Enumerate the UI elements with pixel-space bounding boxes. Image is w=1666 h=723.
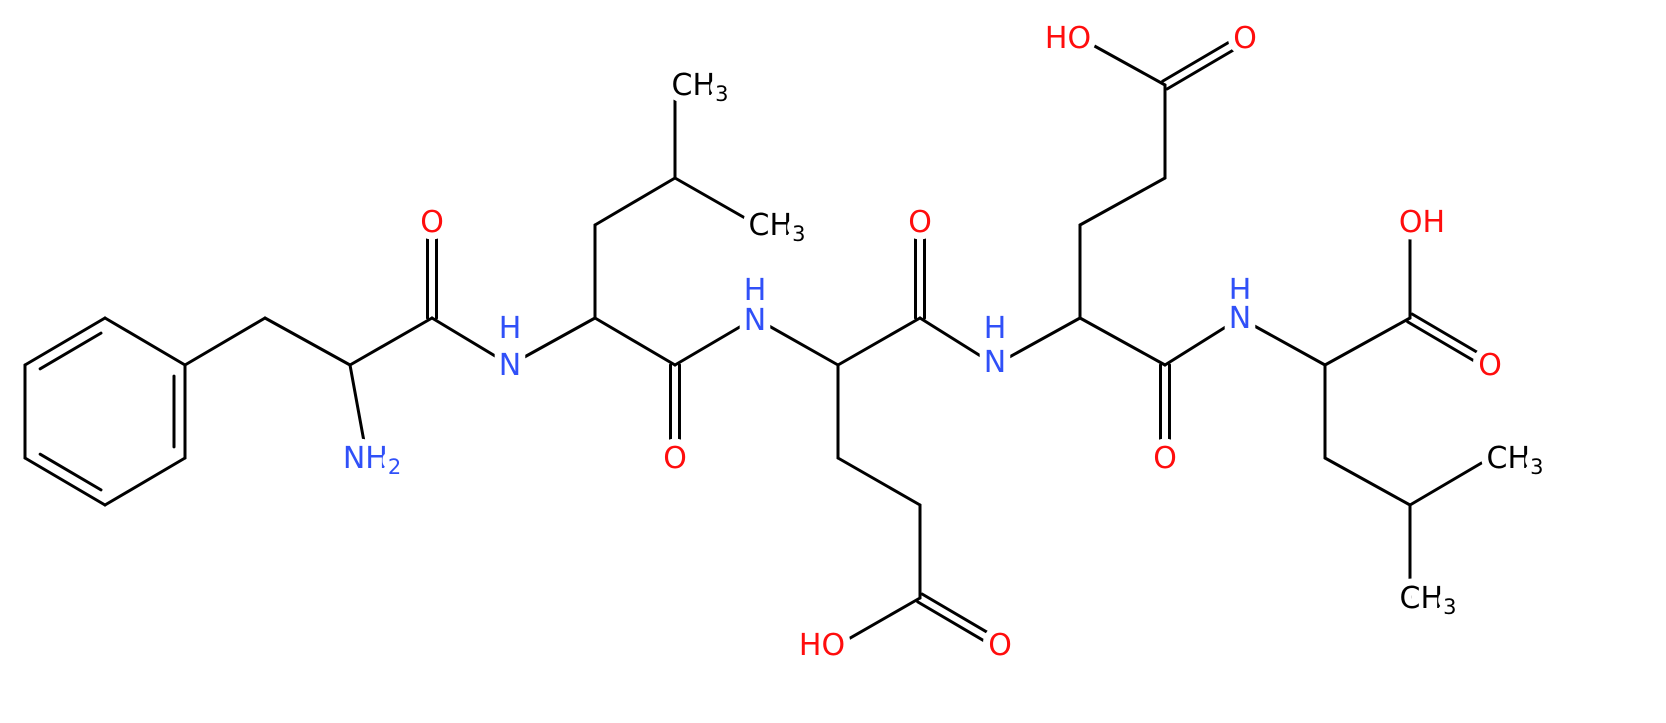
bond	[1078, 36, 1167, 87]
bond	[183, 316, 267, 367]
atom-symbol: OH	[1399, 205, 1445, 240]
atom-label: CH3	[1400, 581, 1457, 620]
atom-symbol: O	[663, 441, 687, 476]
atom-label: O	[1153, 441, 1177, 476]
bond	[263, 316, 352, 367]
atom-label: OH	[1399, 205, 1445, 240]
atom-label: CH3	[749, 208, 806, 247]
bond	[753, 316, 840, 367]
bond	[38, 452, 103, 492]
atom-label: O	[908, 205, 932, 240]
bond	[103, 456, 187, 507]
atom-symbol: O	[1478, 348, 1502, 383]
bond	[23, 456, 107, 507]
bond	[1323, 316, 1412, 367]
atom-label: CH3	[1487, 441, 1544, 480]
atom-symbol: H	[984, 311, 1007, 346]
atom-symbol: CH	[672, 68, 716, 103]
atom-symbol: HO	[1045, 21, 1091, 56]
atom-label: N	[984, 345, 1006, 380]
bonds	[23, 32, 1494, 651]
bond	[593, 316, 677, 367]
bond	[836, 456, 922, 507]
atom-label: H	[984, 311, 1007, 346]
atom-subscript: 3	[792, 222, 805, 246]
atom-symbol: CH	[749, 208, 793, 243]
atom-label: N	[1229, 301, 1251, 336]
atom-label: N	[744, 303, 766, 338]
bond	[836, 596, 922, 647]
atom-symbol: O	[420, 205, 444, 240]
bond	[920, 592, 1004, 643]
bond	[1163, 316, 1242, 367]
bond	[430, 316, 512, 367]
bond	[1323, 456, 1412, 507]
bond	[23, 316, 107, 367]
bond	[836, 316, 922, 367]
atom-label: HO	[799, 628, 845, 663]
bond	[1408, 456, 1492, 507]
atom-label: O	[663, 441, 687, 476]
atom-symbol: H	[499, 311, 522, 346]
atom-symbol: O	[1153, 441, 1177, 476]
atom-label: O	[1233, 21, 1257, 56]
atom-symbol: N	[499, 348, 521, 383]
atom-subscript: 3	[1530, 455, 1543, 479]
bond	[1410, 312, 1494, 363]
bond	[673, 316, 757, 367]
bond	[1161, 32, 1245, 83]
atom-label: N	[499, 348, 521, 383]
atom-symbol: O	[988, 628, 1012, 663]
atom-label: H	[499, 311, 522, 346]
atom-symbol: NH	[343, 441, 388, 476]
atom-label: NH2	[343, 441, 401, 480]
bond	[38, 331, 103, 371]
atom-symbol: N	[984, 345, 1006, 380]
atom-label: O	[420, 205, 444, 240]
atom-subscript: 3	[1443, 595, 1456, 619]
bond	[673, 176, 754, 224]
atom-symbol: N	[1229, 301, 1251, 336]
atom-symbol: CH	[1400, 581, 1444, 616]
bond	[916, 600, 1000, 651]
atom-label: O	[1478, 348, 1502, 383]
bond	[1238, 316, 1327, 367]
atom-label: HO	[1045, 21, 1091, 56]
bond	[1078, 316, 1167, 367]
atom-label: CH3	[672, 68, 729, 107]
atom-subscript: 3	[715, 82, 728, 106]
atom-subscript: 2	[388, 455, 401, 479]
bond	[348, 316, 434, 367]
atom-symbol: O	[1233, 21, 1257, 56]
bond	[348, 363, 369, 460]
atom-label: O	[988, 628, 1012, 663]
bond	[103, 316, 187, 367]
atom-symbol: CH	[1487, 441, 1531, 476]
bond	[593, 176, 677, 227]
bond	[508, 316, 597, 367]
bond	[1406, 320, 1490, 371]
atom-symbol: O	[908, 205, 932, 240]
bond	[918, 316, 997, 367]
atom-symbol: N	[744, 303, 766, 338]
bond	[1078, 176, 1167, 227]
bond	[1165, 40, 1249, 91]
atom-symbol: HO	[799, 628, 845, 663]
bond	[993, 316, 1082, 367]
